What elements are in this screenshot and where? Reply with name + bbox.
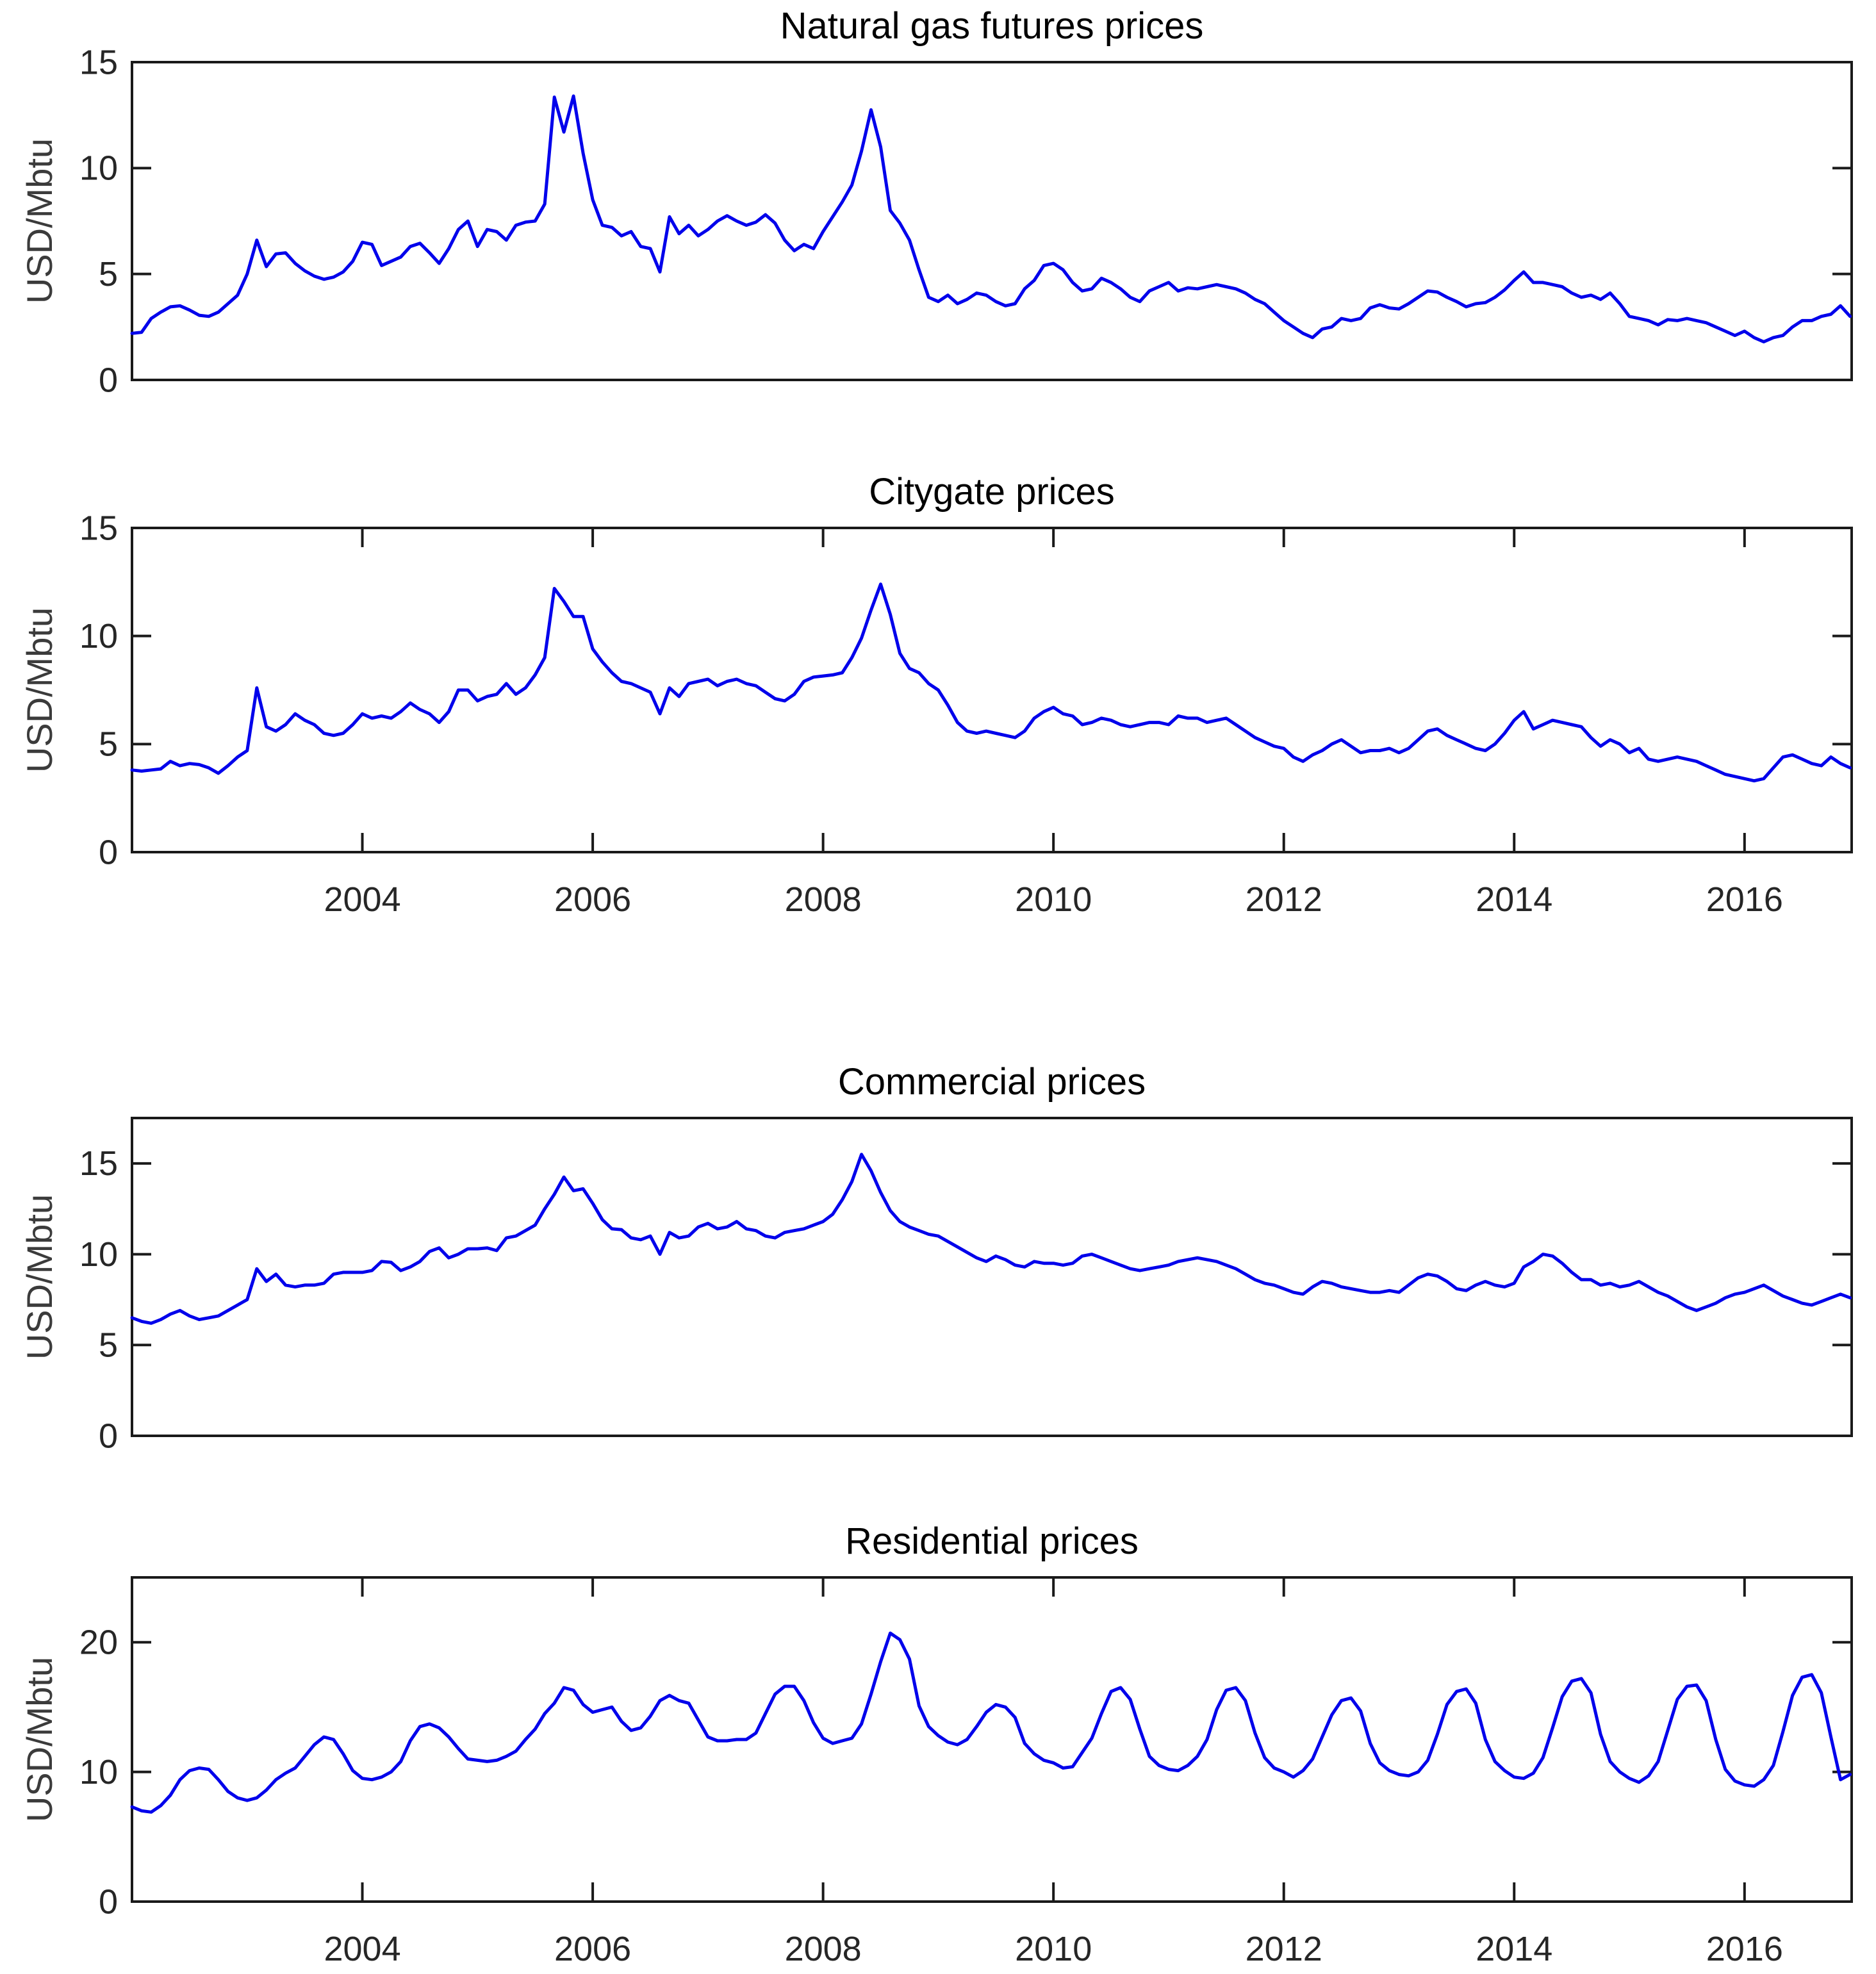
x-tick-label: 2004	[324, 1930, 400, 1968]
y-tick-label: 0	[99, 833, 118, 871]
series-line	[130, 94, 1852, 343]
y-tick-label: 10	[79, 1235, 118, 1274]
x-tick-label: 2014	[1476, 1930, 1552, 1968]
x-tick-label: 2010	[1015, 1930, 1092, 1968]
x-tick-label: 2016	[1706, 1930, 1783, 1968]
chart-title-futures: Natural gas futures prices	[780, 5, 1204, 47]
y-tick-label: 10	[79, 617, 118, 655]
x-tick-label: 2008	[785, 1930, 862, 1968]
plot-border	[131, 1117, 1853, 1437]
x-tick-label: 2008	[785, 880, 862, 919]
chart-title-citygate: Citygate prices	[869, 471, 1115, 513]
y-tick-label: 20	[79, 1624, 118, 1662]
y-tick-label: 5	[99, 1326, 118, 1365]
x-tick-label: 2006	[554, 1930, 631, 1968]
series-line	[130, 582, 1852, 783]
y-tick-label: 15	[79, 1144, 118, 1183]
x-tick-label: 2012	[1246, 1930, 1322, 1968]
x-tick-label: 2004	[324, 880, 400, 919]
y-tick-label: 10	[79, 1753, 118, 1791]
series-line	[130, 1631, 1852, 1814]
y-tick-label: 15	[79, 509, 118, 547]
y-axis-label-futures: USD/Mbtu	[19, 138, 60, 304]
plot-border	[131, 1576, 1853, 1903]
x-tick-label: 2016	[1706, 880, 1783, 919]
y-axis-label-residential: USD/Mbtu	[19, 1656, 60, 1823]
series-line	[130, 1153, 1852, 1325]
y-tick-label: 15	[79, 43, 118, 81]
y-tick-label: 5	[99, 255, 118, 293]
x-tick-label: 2014	[1476, 880, 1552, 919]
y-axis-label-citygate: USD/Mbtu	[19, 607, 60, 773]
plot-border	[131, 527, 1853, 853]
y-tick-label: 0	[99, 361, 118, 399]
y-axis-label-commercial: USD/Mbtu	[19, 1194, 60, 1360]
y-tick-label: 10	[79, 149, 118, 188]
x-tick-label: 2010	[1015, 880, 1092, 919]
plot-border	[131, 61, 1853, 381]
y-tick-label: 0	[99, 1417, 118, 1455]
x-tick-label: 2006	[554, 880, 631, 919]
y-tick-label: 5	[99, 725, 118, 764]
chart-title-commercial: Commercial prices	[837, 1061, 1146, 1103]
x-tick-label: 2012	[1246, 880, 1322, 919]
y-tick-label: 0	[99, 1882, 118, 1921]
chart-title-residential: Residential prices	[845, 1520, 1139, 1562]
